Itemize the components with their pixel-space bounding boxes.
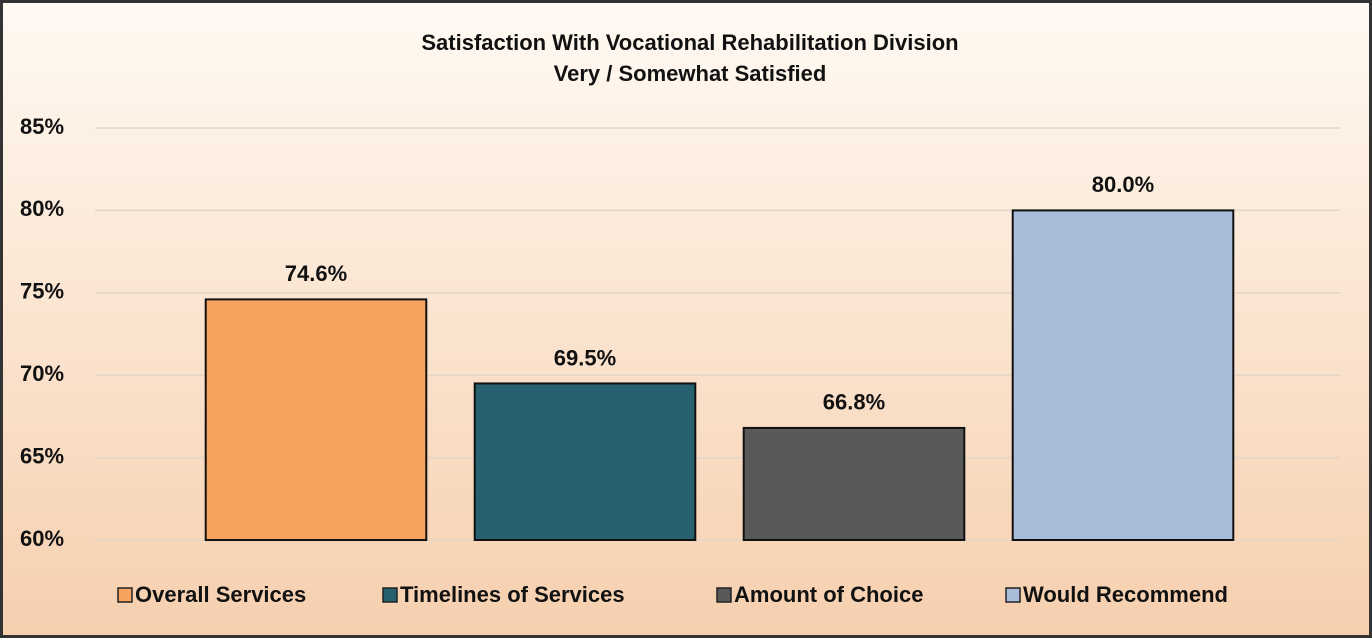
legend-swatch [1005,587,1021,603]
value-label: 66.8% [823,390,885,415]
legend-label: Timelines of Services [400,582,625,607]
y-tick-label: 80% [20,196,64,221]
legend-swatch [716,587,732,603]
y-tick-label: 75% [20,279,64,304]
value-label: 69.5% [554,345,616,370]
legend-label: Amount of Choice [734,582,923,607]
legend-swatch [117,587,133,603]
value-label: 80.0% [1092,172,1154,197]
legend-swatch [382,587,398,603]
bar [1011,209,1235,541]
y-tick-label: 65% [20,443,64,468]
bar [473,382,697,541]
y-tick-label: 85% [20,114,64,139]
bar [204,298,428,541]
bar [742,426,966,542]
legend-label: Would Recommend [1023,582,1228,607]
legend-label: Overall Services [135,582,306,607]
chart-title: Satisfaction With Vocational Rehabilitat… [421,30,958,55]
y-tick-label: 70% [20,361,64,386]
chart-subtitle: Very / Somewhat Satisfied [554,61,827,86]
y-tick-label: 60% [20,526,64,551]
value-label: 74.6% [285,261,347,286]
